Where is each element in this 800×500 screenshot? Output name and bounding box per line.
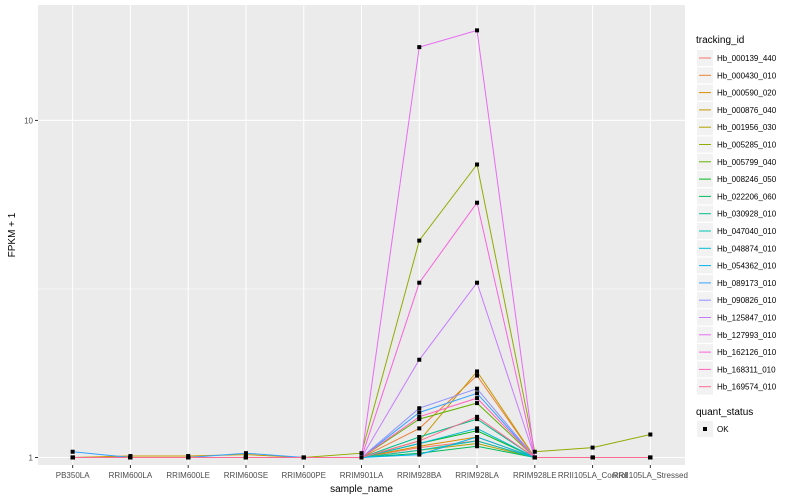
point-Hb_169574_010-8 [532,455,537,460]
x-tick-label-1: RRIM600LA [109,471,153,480]
legend-label-Hb_162126_010: Hb_162126_010 [717,348,777,357]
point-Hb_005285_010-10 [648,432,653,437]
point-Hb_162126_010-7 [475,200,480,205]
legend-label-Hb_022206_060: Hb_022206_060 [717,192,777,201]
x-tick-label-5: RRIM901LA [340,471,384,480]
legend-label-Hb_089173_010: Hb_089173_010 [717,279,777,288]
point-Hb_090826_010-6 [417,406,422,411]
point-Hb_127993_010-6 [417,45,422,50]
point-Hb_005799_040-7 [475,401,480,406]
point-Hb_005285_010-5 [359,451,364,456]
x-tick-label-8: RRIM928LE [513,471,557,480]
point-Hb_169574_010-4 [301,455,306,460]
point-Hb_008246_050-7 [475,428,480,433]
y-axis: 1 10 [24,116,38,462]
point-Hb_127993_010-7 [475,28,480,33]
point-Hb_005285_010-8 [532,449,537,454]
point-Hb_169574_010-7 [475,414,480,419]
point-Hb_005799_040-6 [417,417,422,422]
x-tick-label-10: RRII105LA_Stressed [613,471,688,480]
x-tick-label-4: RRIM600PE [281,471,325,480]
x-tick-label-3: RRIM600SE [224,471,268,480]
point-Hb_125847_010-7 [475,280,480,285]
point-Hb_169574_010-10 [648,455,653,460]
legend-items: Hb_000139_440 Hb_000430_010 Hb_000590_020 H… [697,50,777,395]
point-Hb_169574_010-1 [128,455,133,460]
y-tick-label-1: 10 [24,116,33,125]
point-Hb_022206_060-7 [475,444,480,449]
legend-label-Hb_048874_010: Hb_048874_010 [717,244,777,253]
point-Hb_030928_010-7 [475,417,480,422]
point-Hb_047040_010-7 [475,438,480,443]
point-Hb_089173_010-7 [475,391,480,396]
point-Hb_090826_010-7 [475,386,480,391]
legend-label-Hb_000876_040: Hb_000876_040 [717,106,777,115]
legend-label-Hb_090826_010: Hb_090826_010 [717,296,777,305]
legend-label-Hb_000139_440: Hb_000139_440 [717,54,777,63]
point-Hb_162126_010-6 [417,280,422,285]
legend-label-Hb_169574_010: Hb_169574_010 [717,383,777,392]
point-Hb_005285_010-9 [590,445,595,450]
point-Hb_047040_010-6 [417,448,422,453]
legend-label-Hb_000590_020: Hb_000590_020 [717,89,777,98]
point-Hb_005285_010-7 [475,162,480,167]
point-Hb_005285_010-6 [417,238,422,243]
legend-label-Hb_005799_040: Hb_005799_040 [717,158,777,167]
point-Hb_030928_010-6 [417,435,422,440]
point-Hb_169574_010-9 [590,455,595,460]
point-Hb_089173_010-3 [243,451,248,456]
point-Hb_048874_010-6 [417,441,422,446]
point-Hb_169574_010-0 [70,455,75,460]
point-Hb_001956_030-7 [475,441,480,446]
legend-label-Hb_127993_010: Hb_127993_010 [717,331,777,340]
x-tick-label-0: PB350LA [56,471,90,480]
legend-status-point [703,427,707,431]
legend-status-label: OK [717,425,729,434]
legend-label-Hb_000430_010: Hb_000430_010 [717,71,777,80]
x-tick-label-7: RRIM928LA [455,471,499,480]
point-Hb_125847_010-6 [417,357,422,362]
point-Hb_000430_010-6 [417,426,422,431]
point-Hb_000876_040-7 [475,369,480,374]
point-Hb_089173_010-0 [70,449,75,454]
point-Hb_169574_010-6 [417,438,422,443]
x-tick-label-6: RRIM928BA [397,471,442,480]
x-axis-title: sample_name [330,484,393,495]
legend-label-Hb_125847_010: Hb_125847_010 [717,314,777,323]
legend-label-Hb_047040_010: Hb_047040_010 [717,227,777,236]
y-tick-label-0: 1 [29,453,34,462]
point-Hb_054362_010-6 [417,452,422,457]
point-Hb_000430_010-7 [475,373,480,378]
legend-status-title: quant_status [696,407,753,418]
x-tick-label-9: RRII105LA_Control [558,471,628,480]
point-Hb_169574_010-2 [186,455,191,460]
legend-label-Hb_054362_010: Hb_054362_010 [717,262,777,271]
point-Hb_169574_010-5 [359,455,364,460]
y-axis-title: FPKM + 1 [7,212,18,257]
point-Hb_169574_010-3 [243,455,248,460]
legend-label-Hb_008246_050: Hb_008246_050 [717,175,777,184]
legend-label-Hb_168311_010: Hb_168311_010 [717,365,776,374]
point-Hb_168311_010-6 [417,414,422,419]
data-points [70,28,653,460]
legend: tracking_id Hb_000139_440Hb_000430_010Hb… [696,35,777,437]
legend-label-Hb_005285_010: Hb_005285_010 [717,141,777,150]
point-Hb_168311_010-7 [475,396,480,401]
legend-label-Hb_001956_030: Hb_001956_030 [717,123,777,132]
point-Hb_089173_010-6 [417,410,422,415]
legend-label-Hb_030928_010: Hb_030928_010 [717,210,777,219]
legend-title: tracking_id [696,35,744,46]
point-Hb_048874_010-7 [475,426,480,431]
x-tick-label-2: RRIM600LE [166,471,210,480]
point-Hb_000590_020-6 [417,444,422,449]
point-Hb_054362_010-7 [475,435,480,440]
x-axis: PB350LA RRIM600LA RRIM600LE RRIM600SE RRIM60… [56,465,688,480]
